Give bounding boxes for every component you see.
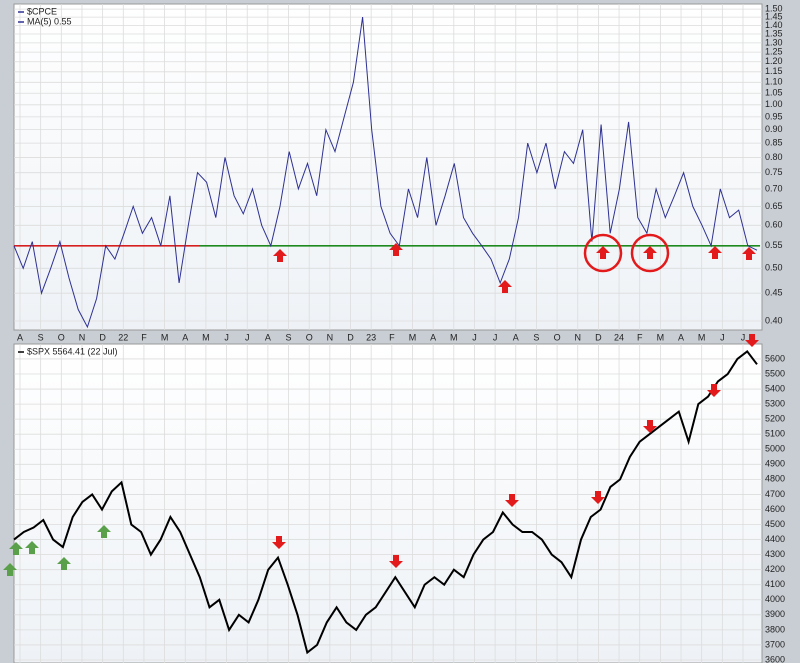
- x-tick-label: J: [741, 332, 746, 342]
- y-tick-label: 4900: [765, 459, 785, 469]
- y-tick-label: 0.85: [765, 138, 783, 148]
- y-tick-label: 0.70: [765, 183, 783, 193]
- x-tick-label: F: [637, 332, 643, 342]
- y-tick-label: 4700: [765, 489, 785, 499]
- y-tick-label: 3800: [765, 624, 785, 634]
- x-tick-label: S: [286, 332, 292, 342]
- y-tick-label: 1.35: [765, 28, 783, 38]
- y-tick-label: 0.90: [765, 124, 783, 134]
- x-tick-label: S: [38, 332, 44, 342]
- x-tick-label: 22: [118, 332, 128, 342]
- y-tick-label: 5600: [765, 353, 785, 363]
- y-tick-label: 0.75: [765, 167, 783, 177]
- y-tick-label: 5500: [765, 368, 785, 378]
- y-tick-label: 1.15: [765, 66, 783, 76]
- y-tick-label: 1.30: [765, 37, 783, 47]
- y-tick-label: 1.00: [765, 99, 783, 109]
- y-tick-label: 4100: [765, 579, 785, 589]
- y-tick-label: 0.60: [765, 220, 783, 230]
- y-tick-label: 3700: [765, 639, 785, 649]
- y-tick-label: 4800: [765, 474, 785, 484]
- price-line: [13, 349, 758, 655]
- y-tick-label: 1.25: [765, 47, 783, 57]
- y-tick-label: 4600: [765, 504, 785, 514]
- x-tick-label: N: [327, 332, 334, 342]
- y-tick-label: 1.40: [765, 20, 783, 30]
- y-tick-label: 0.50: [765, 263, 783, 273]
- y-tick-label: 1.45: [765, 11, 783, 21]
- y-tick-label: 0.40: [765, 315, 783, 325]
- y-tick-label: 3900: [765, 609, 785, 619]
- x-tick-label: J: [493, 332, 498, 342]
- y-tick-label: 5300: [765, 398, 785, 408]
- x-tick-label: 24: [614, 332, 624, 342]
- y-tick-label: 4000: [765, 594, 785, 604]
- y-tick-label: 1.50: [765, 4, 783, 14]
- annotations: [3, 233, 759, 576]
- x-tick-label: J: [224, 332, 229, 342]
- x-tick-label: M: [409, 332, 417, 342]
- y-tick-label: 1.10: [765, 77, 783, 87]
- y-tick-label: 0.45: [765, 288, 783, 298]
- y-tick-label: 5000: [765, 444, 785, 454]
- x-tick-label: A: [678, 332, 684, 342]
- legend-label: MA(5) 0.55: [27, 16, 72, 26]
- y-tick-label: 0.55: [765, 240, 783, 250]
- x-tick-label: A: [17, 332, 23, 342]
- y-tick-label: 0.95: [765, 111, 783, 121]
- x-tick-label: M: [202, 332, 210, 342]
- x-tick-label: A: [513, 332, 519, 342]
- y-tick-label: 1.20: [765, 56, 783, 66]
- x-tick-label: N: [79, 332, 86, 342]
- y-tick-label: 0.80: [765, 152, 783, 162]
- x-tick-label: S: [533, 332, 539, 342]
- y-tick-label: 4200: [765, 564, 785, 574]
- x-tick-label: N: [574, 332, 581, 342]
- x-tick-label: J: [245, 332, 250, 342]
- x-tick-label: J: [720, 332, 725, 342]
- x-tick-label: A: [182, 332, 188, 342]
- x-tick-label: O: [58, 332, 65, 342]
- y-tick-label: 3600: [765, 654, 785, 663]
- y-tick-label: 5100: [765, 429, 785, 439]
- x-tick-label: O: [306, 332, 313, 342]
- x-tick-label: J: [472, 332, 477, 342]
- x-tick-label: F: [389, 332, 395, 342]
- y-tick-label: 4400: [765, 534, 785, 544]
- x-tick-label: A: [430, 332, 436, 342]
- x-tick-label: A: [265, 332, 271, 342]
- y-tick-label: 4500: [765, 519, 785, 529]
- legend-label: $SPX 5564.41 (22 Jul): [27, 346, 118, 356]
- x-tick-label: M: [161, 332, 169, 342]
- x-tick-label: O: [554, 332, 561, 342]
- legend-label: $CPCE: [27, 6, 57, 16]
- y-tick-label: 0.65: [765, 201, 783, 211]
- y-tick-label: 1.05: [765, 88, 783, 98]
- top-panel: [13, 3, 763, 331]
- y-tick-label: 5200: [765, 414, 785, 424]
- y-tick-label: 5400: [765, 383, 785, 393]
- price-line: [13, 17, 758, 329]
- x-tick-label: D: [99, 332, 106, 342]
- x-tick-label: M: [450, 332, 458, 342]
- bottom-panel: [13, 343, 763, 663]
- x-tick-label: 23: [366, 332, 376, 342]
- x-tick-label: M: [657, 332, 665, 342]
- x-tick-label: D: [347, 332, 354, 342]
- x-tick-label: M: [698, 332, 706, 342]
- x-tick-label: F: [141, 332, 147, 342]
- x-tick-label: D: [595, 332, 602, 342]
- y-tick-label: 4300: [765, 549, 785, 559]
